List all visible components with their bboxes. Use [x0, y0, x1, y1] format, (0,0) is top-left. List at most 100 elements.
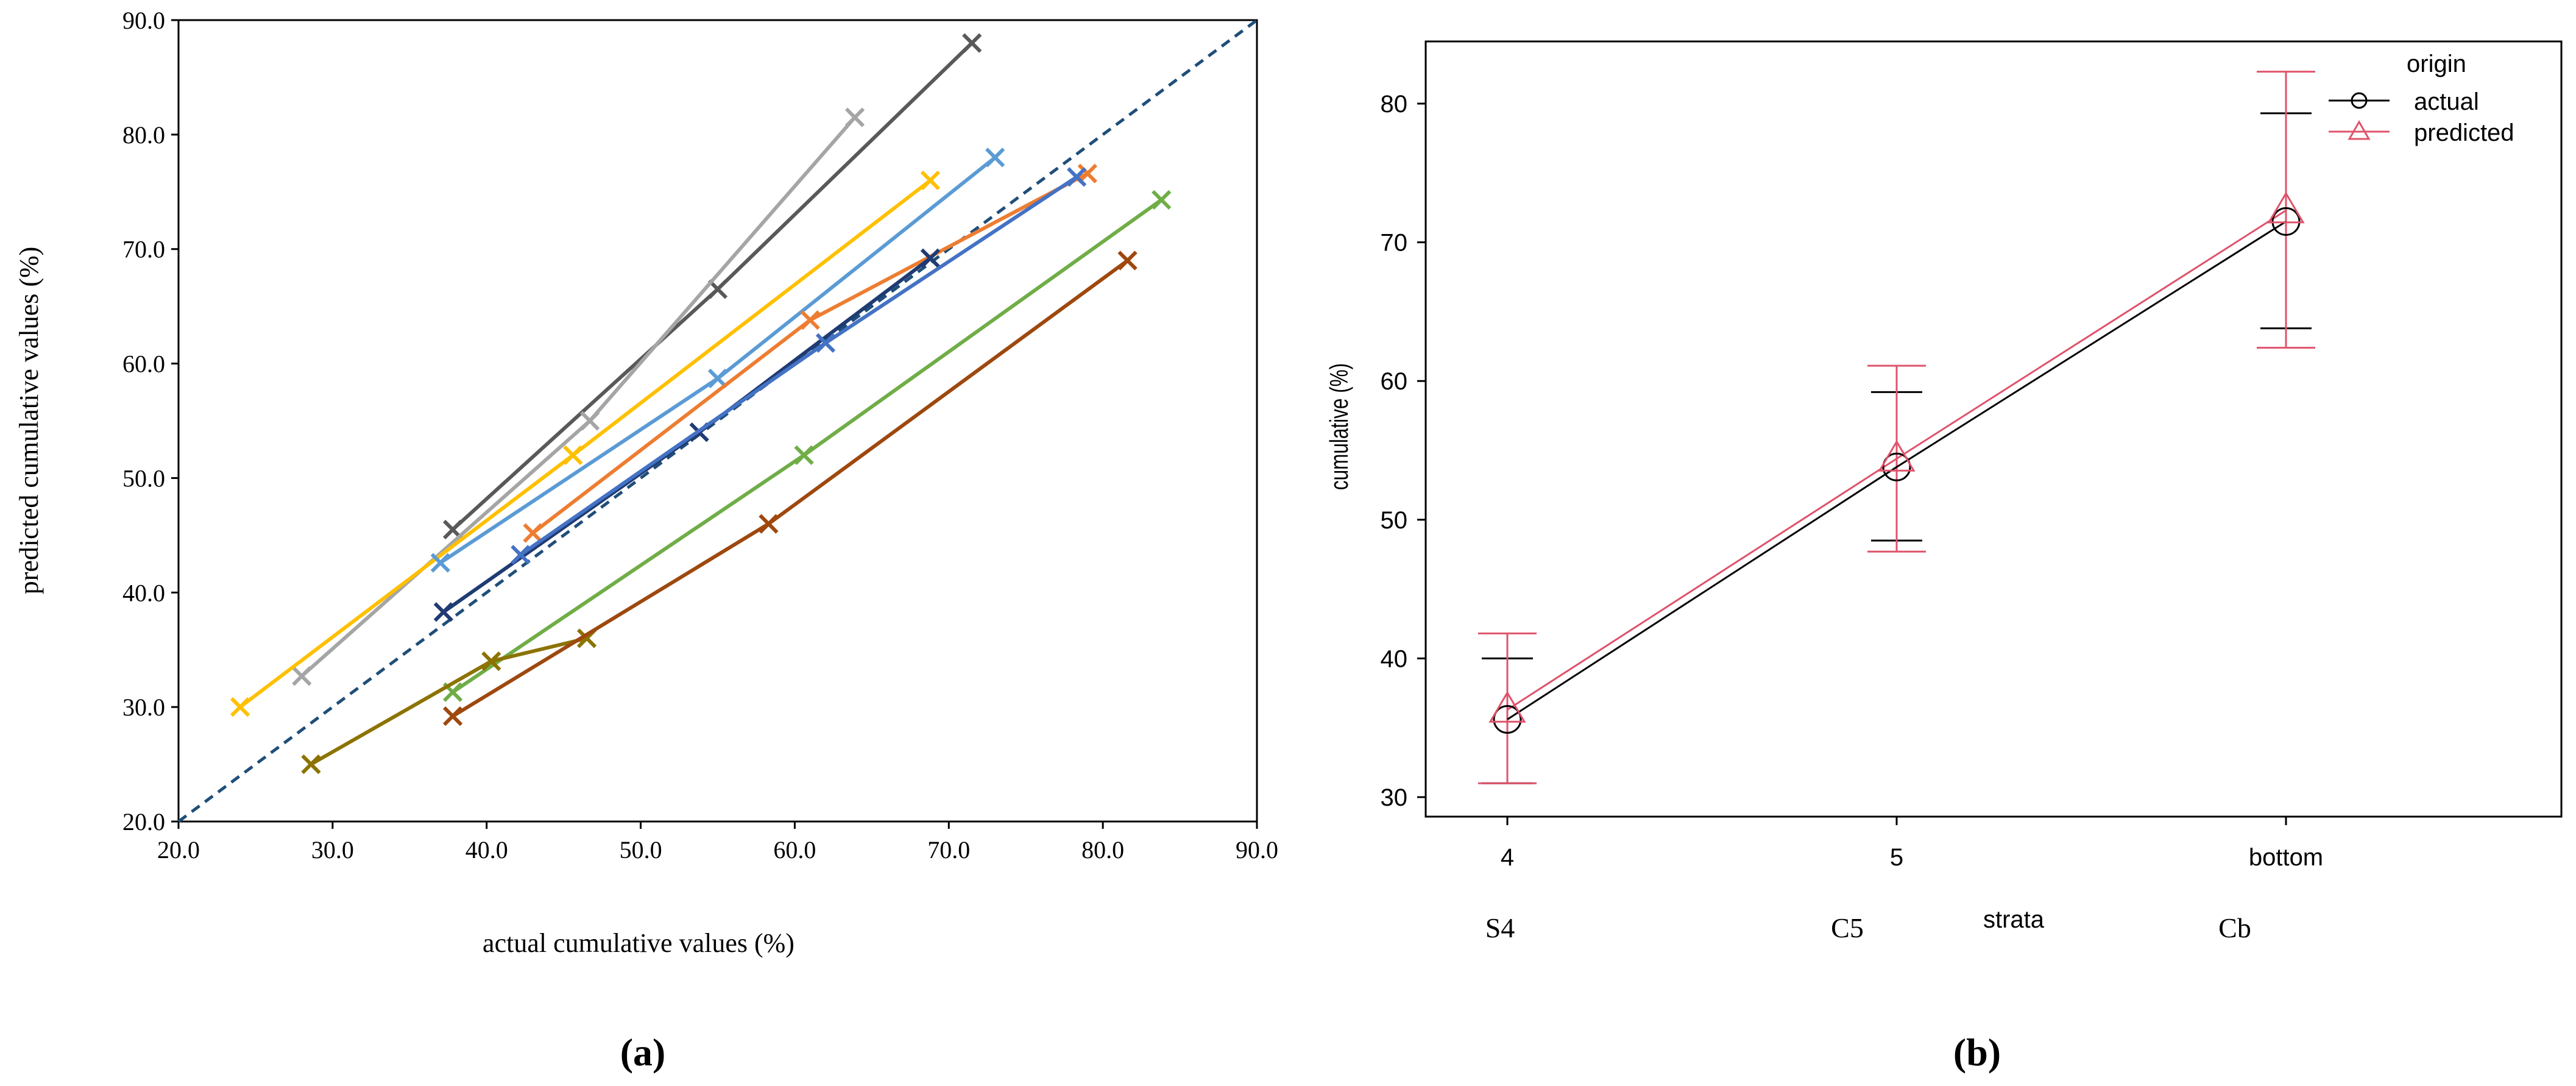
b-legend-label-predicted: predicted — [2414, 119, 2514, 146]
a-series-green — [442, 190, 1172, 702]
b-x-tick-label-0: 4 — [1501, 844, 1514, 871]
a-series-blue-point-0 — [511, 545, 531, 565]
a-y-axis-label: predicted cumulative values (%) — [14, 247, 44, 595]
a-series-light-blue-point-1-stroke-2 — [707, 368, 728, 389]
a-series-light-blue-point-1 — [707, 368, 728, 389]
a-series-navy-point-2-stroke-2 — [920, 248, 941, 268]
b-predicted-point-1 — [1878, 439, 1916, 472]
b-legend-marker-actual — [2351, 92, 2368, 109]
b-x-tick-label-1: 5 — [1890, 844, 1903, 871]
a-series-light-blue-point-0-stroke-2 — [430, 553, 450, 573]
a-x-tick-label-7: 90.0 — [1236, 836, 1278, 864]
a-series-blue-point-0-stroke-2 — [511, 545, 531, 565]
panel-b: 30 40 50 60 70 80 4 5 bottom S4 C5 Cb strata cumul… — [1325, 40, 2563, 1074]
b-y-tick-label-5: 80 — [1381, 91, 1408, 118]
b-x-axis-label: strata — [1983, 906, 2045, 933]
a-series-light-blue-point-2 — [985, 147, 1005, 168]
b-caption: (b) — [1953, 1031, 2001, 1074]
a-series-dark-gray-point-0-stroke-2 — [442, 519, 463, 540]
a-series-light-gray-point-1 — [580, 411, 600, 431]
b-predicted-point-2 — [2267, 191, 2305, 224]
a-series-blue-point-2-stroke-2 — [1067, 167, 1087, 187]
a-series-brown-point-0-stroke-2 — [442, 706, 463, 726]
a-x-tick-label-1: 30.0 — [311, 836, 354, 864]
b-sub-category-1: C5 — [1831, 912, 1864, 943]
a-series-dark-gray-point-2-stroke-2 — [962, 33, 982, 53]
a-series-brown-point-1 — [759, 514, 779, 534]
b-x-tick-label-2: bottom — [2249, 844, 2323, 871]
a-series-light-blue-point-2-stroke-2 — [985, 147, 1005, 168]
b-sub-category-2: Cb — [2218, 912, 2251, 943]
a-series-green-point-1-stroke-2 — [794, 445, 814, 465]
a-series-dark-gray — [442, 33, 982, 540]
a-series-orange-point-2-stroke-2 — [1077, 163, 1097, 183]
a-series-orange-point-1-stroke-2 — [800, 310, 820, 330]
a-series-orange-point-2 — [1077, 163, 1097, 183]
a-series-blue-point-2 — [1067, 167, 1087, 187]
a-series-navy-point-2 — [920, 248, 941, 268]
a-series-navy-point-0 — [433, 602, 454, 622]
a-y-tick-label-3: 50.0 — [122, 464, 165, 492]
a-x-tick-label-3: 50.0 — [620, 836, 662, 864]
a-series-olive-point-0 — [301, 754, 321, 775]
b-predicted-errorbar-0 — [1478, 632, 1537, 784]
a-series-light-gray-point-0-stroke-2 — [292, 666, 312, 686]
a-series-orange — [523, 163, 1097, 543]
b-y-tick-label-4: 70 — [1381, 230, 1408, 257]
a-x-tick-label-5: 70.0 — [927, 836, 970, 864]
a-series-blue-point-1-stroke-2 — [815, 333, 836, 353]
a-series-brown-point-0 — [442, 706, 463, 726]
a-y-tick-label-4: 60.0 — [122, 350, 165, 378]
a-series-light-blue — [430, 147, 1005, 573]
b-y-tick-label-3: 60 — [1381, 368, 1408, 395]
a-series-green-point-2 — [1152, 190, 1172, 210]
a-x-tick-label-6: 80.0 — [1081, 836, 1124, 864]
a-series-yellow-point-2-stroke-2 — [920, 170, 941, 191]
a-series-green-point-1 — [794, 445, 814, 465]
b-x-axis: 4 5 bottom S4 C5 Cb — [1485, 817, 2323, 943]
a-series-group — [230, 33, 1172, 775]
a-series-blue-point-1 — [815, 333, 836, 353]
b-legend-marker-predicted — [2348, 119, 2371, 140]
plot-area-b — [1424, 40, 2563, 818]
a-x-axis-label: actual cumulative values (%) — [483, 928, 794, 958]
a-series-yellow — [230, 170, 941, 717]
a-x-tick-label-0: 20.0 — [157, 836, 200, 864]
a-reference-line-group — [177, 18, 1258, 823]
a-reference-line — [177, 18, 1258, 823]
a-x-tick-label-2: 40.0 — [465, 836, 508, 864]
b-y-axis-label: cumulative (%) — [1325, 363, 1354, 490]
a-tick-marks — [171, 19, 1258, 829]
a-series-green-point-2-stroke-2 — [1152, 190, 1172, 210]
a-series-olive-point-1-stroke-2 — [481, 651, 501, 672]
a-series-light-gray-point-2-stroke-2 — [844, 107, 865, 127]
a-series-dark-gray-point-2 — [962, 33, 982, 53]
b-y-tick-label-1: 40 — [1381, 645, 1408, 672]
a-series-orange-point-0-stroke-2 — [523, 523, 543, 543]
a-x-tick-label-4: 60.0 — [773, 836, 816, 864]
a-series-yellow-point-1 — [563, 445, 583, 465]
b-predicted-point-0 — [1488, 690, 1526, 723]
a-series-blue — [511, 167, 1087, 565]
b-legend-title: origin — [2407, 51, 2466, 77]
a-caption: (a) — [620, 1031, 666, 1074]
a-series-light-blue-point-0 — [430, 553, 450, 573]
a-y-tick-label-0: 20.0 — [122, 808, 165, 836]
a-series-light-gray-point-2 — [844, 107, 865, 127]
b-legend-label-actual: actual — [2414, 88, 2479, 115]
a-series-light-gray — [292, 107, 865, 686]
a-series-green-point-0-stroke-2 — [442, 682, 463, 702]
a-series-yellow-point-2 — [920, 170, 941, 191]
a-series-yellow-point-1-stroke-2 — [563, 445, 583, 465]
b-y-tick-label-2: 50 — [1381, 507, 1408, 534]
a-series-yellow-point-0 — [230, 697, 250, 717]
b-y-tick-label-0: 30 — [1381, 784, 1408, 811]
b-predicted-errorbar-2 — [2257, 71, 2315, 349]
b-legend: origin actual predicted — [2329, 51, 2514, 146]
a-series-brown — [442, 250, 1138, 726]
a-y-tick-label-5: 70.0 — [122, 236, 165, 263]
b-series-lines — [1507, 209, 2287, 720]
a-y-tick-label-7: 90.0 — [122, 7, 165, 34]
a-series-orange-point-0 — [523, 523, 543, 543]
